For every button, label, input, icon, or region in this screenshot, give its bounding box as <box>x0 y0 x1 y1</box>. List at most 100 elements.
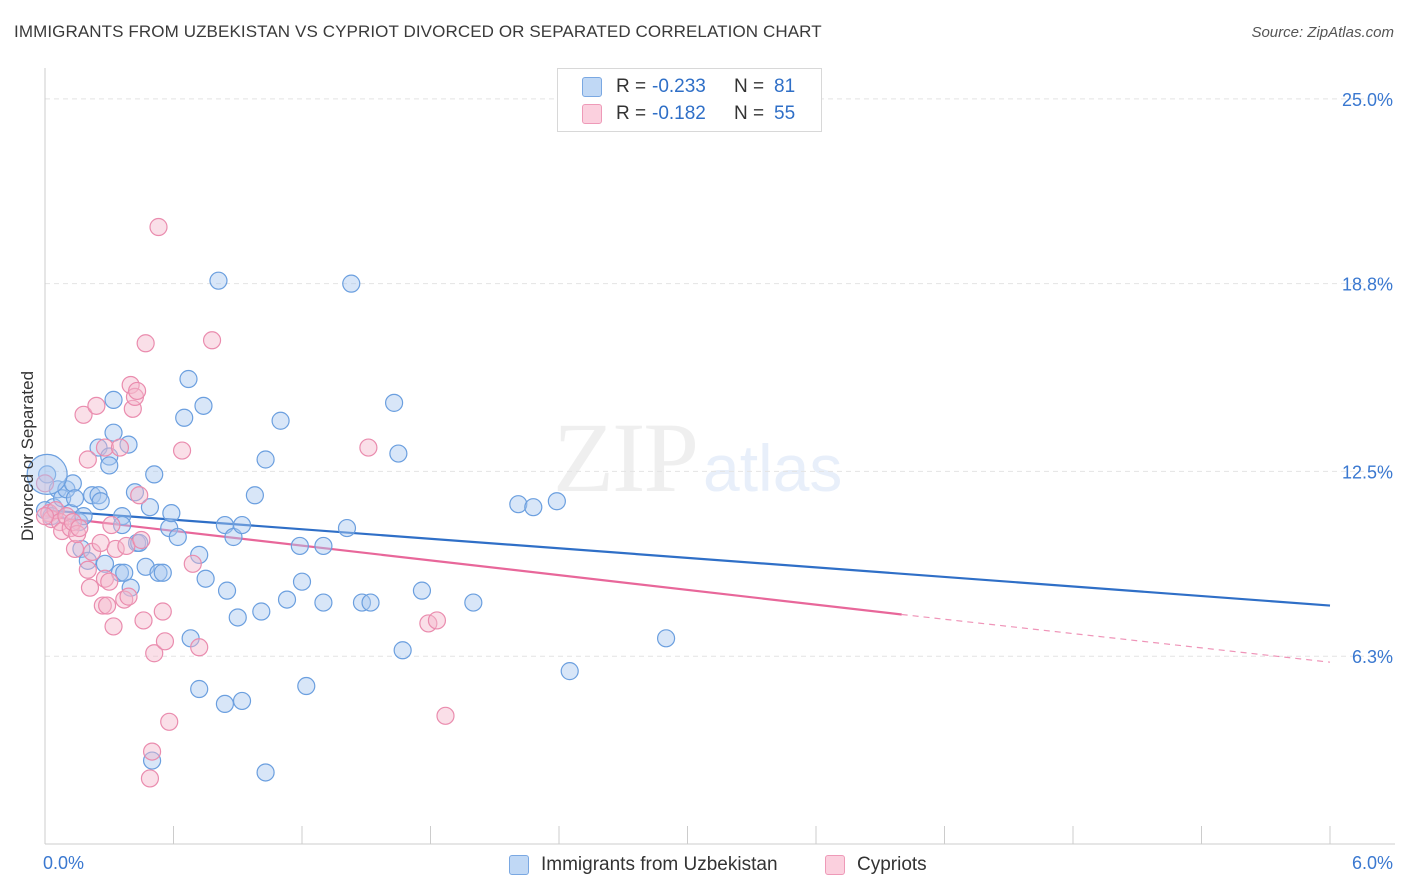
legend-n-label: N = <box>734 76 765 97</box>
y-tick-label: 18.8% <box>1342 275 1393 295</box>
point-uzbekistan <box>277 590 297 609</box>
point-cypriots <box>70 518 89 538</box>
point-uzbekistan <box>149 563 168 582</box>
bottom-legend-label: Cypriots <box>857 854 927 875</box>
point-cypriots <box>359 438 378 457</box>
point-uzbekistan <box>179 369 198 389</box>
point-uzbekistan <box>215 694 234 714</box>
point-cypriots <box>436 706 455 725</box>
point-uzbekistan <box>292 572 312 591</box>
watermark-atlas: atlas <box>703 431 843 505</box>
legend-swatch-cypriots <box>582 104 602 124</box>
y-tick-label: 12.5% <box>1342 462 1393 482</box>
point-uzbekistan <box>232 691 252 711</box>
point-cypriots <box>172 441 192 460</box>
point-uzbekistan <box>384 393 404 412</box>
point-uzbekistan-large <box>26 453 68 496</box>
point-uzbekistan <box>196 569 215 588</box>
point-uzbekistan <box>140 498 160 517</box>
legend-row-cypriots: R = -0.182 N = 55 <box>582 102 795 126</box>
watermark-zip: ZIP <box>553 402 699 513</box>
point-uzbekistan <box>314 593 333 612</box>
point-cypriots <box>87 396 106 415</box>
legend-n-value: 55 <box>774 103 796 124</box>
watermark: ZIPatlas <box>553 400 842 515</box>
point-uzbekistan <box>656 629 676 648</box>
y-tick-label: 25.0% <box>1342 90 1393 110</box>
point-uzbekistan <box>297 676 316 696</box>
point-uzbekistan <box>547 492 566 511</box>
point-cypriots <box>95 438 115 457</box>
point-cypriots <box>140 769 160 788</box>
point-uzbekistan <box>464 593 483 612</box>
legend-r-label: R = <box>616 103 647 124</box>
point-uzbekistan <box>153 563 172 582</box>
correlation-legend: R = -0.233 N = 81 R = -0.182 N = 55 <box>557 68 822 132</box>
y-axis-label: Divorced or Separated <box>18 371 37 541</box>
point-uzbekistan <box>361 593 380 612</box>
point-cypriots <box>155 632 175 651</box>
point-cypriots <box>78 450 97 469</box>
point-cypriots <box>149 217 168 237</box>
point-uzbekistan <box>245 486 264 505</box>
point-cypriots <box>130 486 149 505</box>
point-uzbekistan <box>217 581 237 600</box>
point-uzbekistan <box>112 515 132 535</box>
point-cypriots <box>93 596 112 615</box>
point-uzbekistan <box>190 545 209 564</box>
point-cypriots <box>145 644 164 663</box>
legend-n-label: N = <box>734 103 765 124</box>
point-cypriots <box>153 602 172 621</box>
point-cypriots <box>35 507 55 526</box>
point-uzbekistan <box>63 474 82 493</box>
point-uzbekistan <box>209 271 228 290</box>
point-uzbekistan <box>91 492 110 511</box>
point-cypriots <box>46 501 65 520</box>
point-cypriots <box>65 539 85 559</box>
point-uzbekistan <box>168 527 187 547</box>
point-cypriots <box>427 611 447 630</box>
point-uzbekistan <box>290 536 309 556</box>
point-uzbekistan <box>232 515 252 535</box>
legend-swatch-uzbekistan <box>582 77 602 97</box>
trendline-cypriots-extension <box>901 613 1331 663</box>
point-uzbekistan <box>524 498 543 517</box>
point-cypriots <box>78 560 97 579</box>
point-cypriots <box>190 638 209 657</box>
point-cypriots <box>127 381 147 401</box>
legend-r-value: -0.233 <box>652 76 706 97</box>
bottom-legend-label: Immigrants from Uzbekistan <box>541 854 778 875</box>
trendline-cypriots <box>44 515 902 616</box>
legend-n-value: 81 <box>774 76 796 97</box>
point-uzbekistan <box>194 396 213 415</box>
point-uzbekistan <box>190 679 209 699</box>
axes <box>44 68 1395 845</box>
point-uzbekistan <box>162 504 181 523</box>
point-uzbekistan <box>412 581 432 600</box>
point-cypriots <box>134 611 153 630</box>
point-uzbekistan <box>100 456 119 475</box>
point-cypriots <box>104 617 123 636</box>
point-uzbekistan <box>145 465 164 484</box>
point-cypriots <box>80 578 100 597</box>
trendline-uzbekistan <box>44 509 1331 607</box>
point-cypriots <box>110 438 130 457</box>
point-cypriots <box>202 331 222 350</box>
legend-r-value: -0.182 <box>652 103 706 124</box>
legend-row-uzbekistan: R = -0.233 N = 81 <box>582 75 795 99</box>
point-uzbekistan <box>256 763 275 782</box>
point-cypriots <box>98 596 117 615</box>
point-cypriots <box>183 554 202 573</box>
point-uzbekistan <box>389 444 408 463</box>
bottom-legend-cypriots: Cypriots <box>825 852 927 878</box>
point-cypriots <box>100 572 119 591</box>
bottom-legend-uzbekistan: Immigrants from Uzbekistan <box>509 852 778 878</box>
chart-title: IMMIGRANTS FROM UZBEKISTAN VS CYPRIOT DI… <box>14 22 822 41</box>
data-points <box>26 217 676 788</box>
tick-labels: 6.3% 12.5% 18.8% 25.0% 0.0% 6.0% Divorced or S… <box>18 90 1393 873</box>
point-cypriots <box>106 539 125 559</box>
grid-lines <box>45 98 1395 657</box>
point-cypriots <box>74 405 93 424</box>
x-tick-label: 6.0% <box>1352 853 1393 873</box>
point-uzbekistan <box>509 495 528 514</box>
